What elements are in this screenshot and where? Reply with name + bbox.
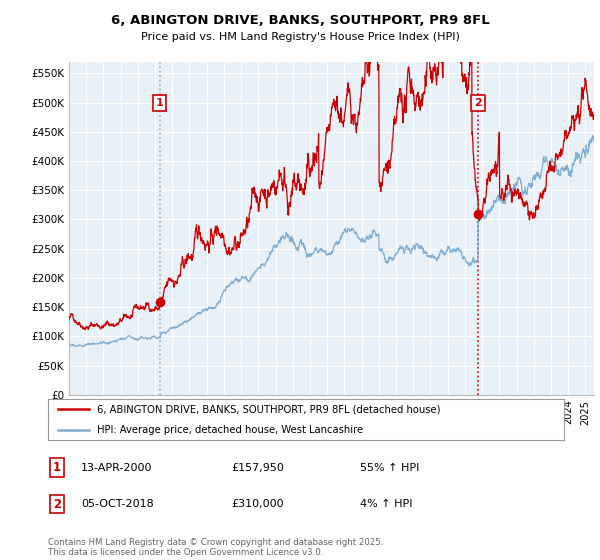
Text: 1: 1 [156,98,164,108]
Text: 6, ABINGTON DRIVE, BANKS, SOUTHPORT, PR9 8FL (detached house): 6, ABINGTON DRIVE, BANKS, SOUTHPORT, PR9… [97,404,440,414]
Text: 4% ↑ HPI: 4% ↑ HPI [360,499,413,509]
Text: £310,000: £310,000 [231,499,284,509]
Text: 55% ↑ HPI: 55% ↑ HPI [360,463,419,473]
Text: 2: 2 [474,98,482,108]
Text: Price paid vs. HM Land Registry's House Price Index (HPI): Price paid vs. HM Land Registry's House … [140,32,460,42]
Text: 05-OCT-2018: 05-OCT-2018 [81,499,154,509]
Text: 2: 2 [53,497,61,511]
Text: 6, ABINGTON DRIVE, BANKS, SOUTHPORT, PR9 8FL: 6, ABINGTON DRIVE, BANKS, SOUTHPORT, PR9… [110,14,490,27]
Text: 1: 1 [53,461,61,474]
Text: £157,950: £157,950 [231,463,284,473]
Text: 13-APR-2000: 13-APR-2000 [81,463,152,473]
Text: HPI: Average price, detached house, West Lancashire: HPI: Average price, detached house, West… [97,424,363,435]
Text: Contains HM Land Registry data © Crown copyright and database right 2025.
This d: Contains HM Land Registry data © Crown c… [48,538,383,557]
